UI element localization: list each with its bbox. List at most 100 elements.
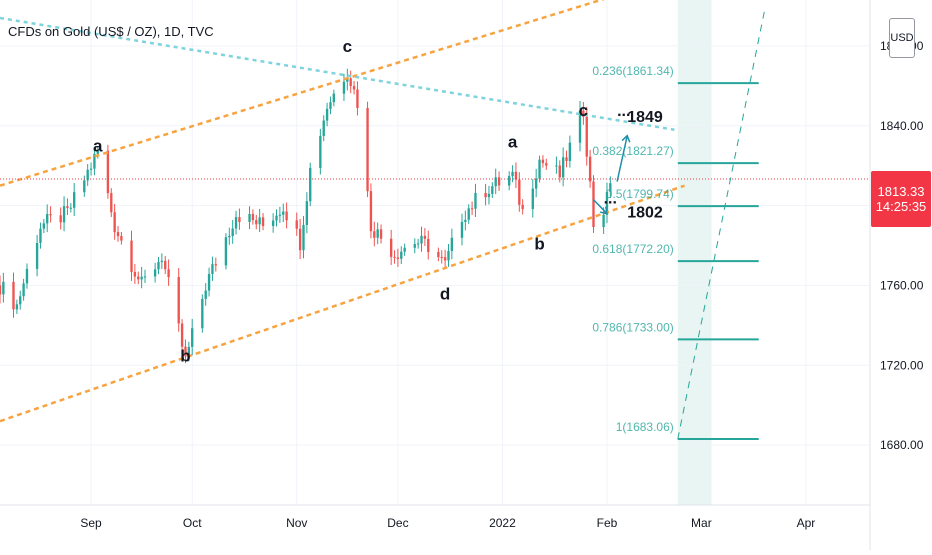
candle-body xyxy=(86,169,89,181)
y-tick-label: 1840.00 xyxy=(880,119,924,133)
candle-body xyxy=(342,81,346,94)
candle-body xyxy=(207,273,211,291)
candle-body xyxy=(609,183,612,192)
candle-body xyxy=(278,214,282,216)
candle-body xyxy=(602,214,605,228)
descending-trendline xyxy=(0,16,675,131)
candle-body xyxy=(592,181,595,228)
candle-body xyxy=(275,215,278,221)
candle-body xyxy=(143,276,147,278)
forecast-arrow-head xyxy=(599,206,608,215)
candle-body xyxy=(116,232,120,237)
candle-body xyxy=(494,177,497,187)
candle-body xyxy=(366,108,369,192)
candle-body xyxy=(261,217,265,227)
candle-body xyxy=(12,281,15,310)
candle-body xyxy=(113,212,116,233)
candle-body xyxy=(373,231,376,238)
candle-body xyxy=(565,157,568,162)
candle-body xyxy=(558,165,561,178)
candle-body xyxy=(464,219,467,222)
price-annotation: ... xyxy=(604,191,617,208)
candle-body xyxy=(73,192,76,208)
y-tick-label: 1680.00 xyxy=(880,438,924,452)
candle-body xyxy=(164,260,167,270)
candle-body xyxy=(467,208,470,220)
candle-body xyxy=(211,264,214,274)
candle-body xyxy=(204,290,207,299)
candle-body xyxy=(285,211,288,221)
price-annotation: 1849 xyxy=(627,109,663,126)
candle-body xyxy=(39,228,42,243)
channel-lower-line xyxy=(0,184,685,423)
candle-body xyxy=(234,217,238,229)
candle-body xyxy=(305,201,309,225)
candle-body xyxy=(167,269,170,278)
candle-body xyxy=(416,243,420,245)
candle-body xyxy=(396,257,400,259)
wave-label: d xyxy=(440,284,450,303)
candle-body xyxy=(255,220,258,225)
candle-body xyxy=(541,159,545,164)
candle-body xyxy=(184,346,187,357)
currency-button[interactable]: USD xyxy=(889,18,915,58)
candle-body xyxy=(346,78,349,82)
x-tick-label: Apr xyxy=(797,516,816,530)
candle-body xyxy=(470,208,474,210)
candle-body xyxy=(66,206,69,208)
candle-body xyxy=(555,165,558,167)
candle-body xyxy=(588,156,592,182)
candle-body xyxy=(491,186,494,194)
candle-body xyxy=(214,264,217,266)
candle-body xyxy=(15,304,19,310)
candle-body xyxy=(484,192,487,198)
candle-body xyxy=(153,269,157,277)
fib-level-label: 0.382(1821.27) xyxy=(592,144,673,158)
candle-body xyxy=(295,220,298,229)
candle-body xyxy=(518,179,521,205)
candle-body xyxy=(137,276,140,280)
candle-body xyxy=(568,142,572,162)
projection-line xyxy=(677,5,766,440)
fib-level-label: 0.786(1733.00) xyxy=(592,320,673,334)
candle-body xyxy=(379,229,383,239)
candle-body xyxy=(508,176,511,186)
candle-body xyxy=(93,153,96,169)
candle-body xyxy=(497,177,501,186)
candle-body xyxy=(251,213,255,221)
y-tick-label: 1720.00 xyxy=(880,358,924,372)
candle-body xyxy=(228,235,231,238)
candle-body xyxy=(322,120,325,136)
candle-body xyxy=(531,188,534,210)
candle-body xyxy=(534,178,538,189)
candle-body xyxy=(0,285,2,295)
candle-body xyxy=(89,168,93,170)
candle-body xyxy=(106,150,110,194)
fib-level-label: 0.618(1772.20) xyxy=(592,242,673,256)
candle-body xyxy=(561,157,565,178)
candle-body xyxy=(460,221,464,238)
candle-body xyxy=(83,180,86,193)
wave-label: c xyxy=(343,37,352,56)
candle-body xyxy=(521,204,524,210)
price-annotation: 1802 xyxy=(627,205,663,222)
candle-body xyxy=(177,277,180,324)
candle-body xyxy=(403,247,406,252)
candle-body xyxy=(69,207,72,209)
candle-body xyxy=(201,298,204,329)
x-tick-label: Dec xyxy=(387,516,408,530)
fib-level-label: 0.5(1799.74) xyxy=(606,187,674,201)
candle-body xyxy=(356,89,359,109)
candle-body xyxy=(130,240,133,272)
x-tick-label: Feb xyxy=(597,516,618,530)
candle-body xyxy=(413,244,416,248)
candle-body xyxy=(545,163,548,166)
y-tick-label: 1760.00 xyxy=(880,278,924,292)
candle-body xyxy=(46,214,49,224)
candle-body xyxy=(224,237,228,266)
candle-body xyxy=(96,150,99,154)
last-price-value: 1813.33 xyxy=(877,184,925,199)
candle-body xyxy=(538,159,541,179)
